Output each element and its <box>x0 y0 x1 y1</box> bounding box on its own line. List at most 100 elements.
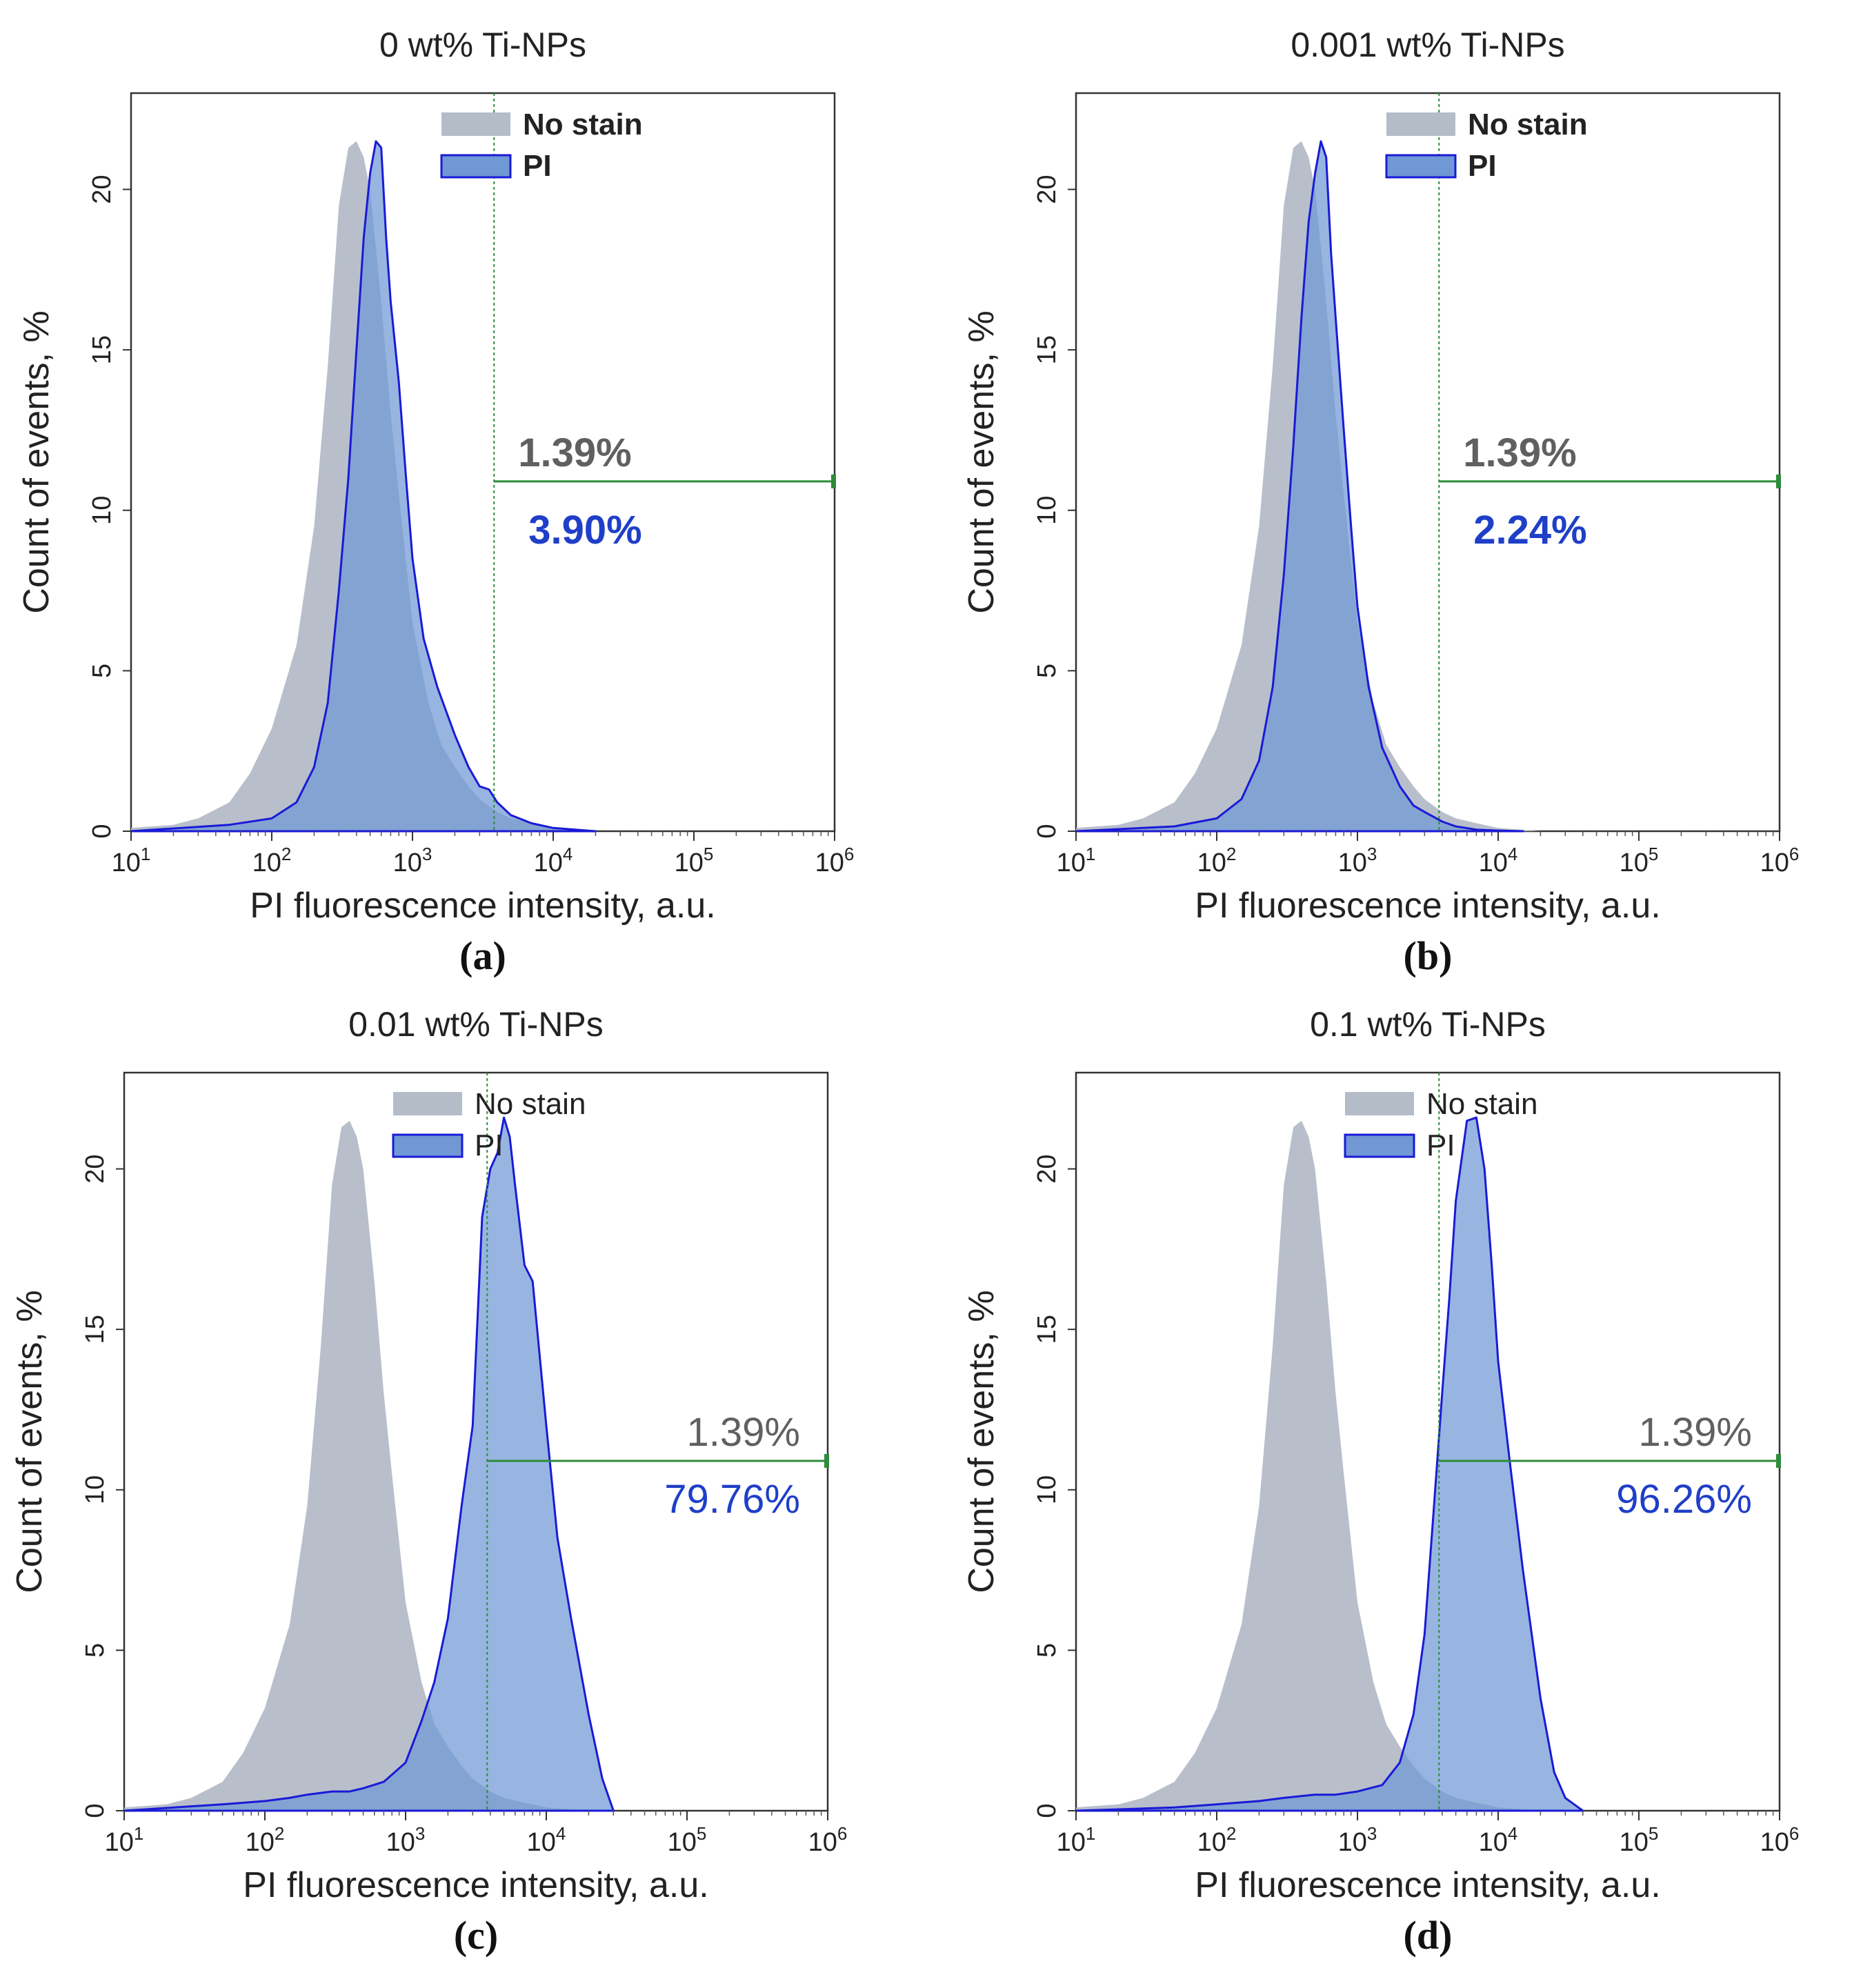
x-axis-label: PI fluorescence intensity, a.u. <box>243 1865 708 1905</box>
x-tick-label: 104 <box>1479 1823 1518 1857</box>
y-tick-label: 15 <box>81 1315 110 1344</box>
series-pi-area <box>1075 1116 1584 1812</box>
x-axis-label: PI fluorescence intensity, a.u. <box>1195 886 1660 926</box>
legend-label-nostain: No stain <box>475 1087 586 1121</box>
legend-swatch-pi <box>392 1133 464 1158</box>
legend-swatch-pi <box>1344 1133 1415 1158</box>
gate-percent-pi: 96.26% <box>1616 1477 1752 1522</box>
x-axis-label: PI fluorescence intensity, a.u. <box>250 886 715 926</box>
x-tick-label: 102 <box>1197 1823 1237 1857</box>
legend-label-pi: PI <box>1468 149 1497 183</box>
y-tick-label: 20 <box>1033 175 1062 203</box>
series-nostain-area <box>1076 1120 1541 1811</box>
x-axis-label: PI fluorescence intensity, a.u. <box>1195 1865 1660 1905</box>
x-tick-label: 104 <box>534 844 573 877</box>
y-tick-label: 5 <box>1033 664 1062 678</box>
x-tick-label: 105 <box>668 1823 707 1857</box>
legend-swatch-pi <box>1385 154 1457 179</box>
legend-label-nostain: No stain <box>523 108 643 141</box>
panel-letter: (b) <box>1404 933 1453 978</box>
legend-label-pi: PI <box>1426 1129 1455 1162</box>
panel-letter: (a) <box>459 933 506 978</box>
chart-svg: 0 wt% Ti-NPs 1.39% 3.90% No stain PI 0 5 10 15 20… <box>17 26 855 978</box>
gate-end-cap <box>1776 1453 1781 1468</box>
series-pi-area <box>1075 140 1524 833</box>
x-tick-label: 105 <box>675 844 714 877</box>
x-tick-label: 103 <box>1338 844 1377 877</box>
y-tick-label: 20 <box>1033 1154 1062 1183</box>
panel-letter: (d) <box>1404 1913 1453 1958</box>
x-tick-label: 103 <box>386 1823 426 1857</box>
y-tick-label: 15 <box>1033 1315 1062 1344</box>
x-tick-label: 105 <box>1620 844 1659 877</box>
x-tick-label: 101 <box>1057 844 1096 877</box>
y-tick-label: 10 <box>81 1475 110 1504</box>
y-tick-label: 15 <box>88 335 117 364</box>
y-tick-label: 10 <box>1033 496 1062 525</box>
chart-panel-d: 0.1 wt% Ti-NPs 1.39% 96.26% No stain PI 0 5 10 1… <box>952 980 1852 1959</box>
gate-percent-nostain: 1.39% <box>518 430 631 475</box>
y-axis-label: Count of events, % <box>962 310 1002 613</box>
y-tick-label: 10 <box>88 496 117 525</box>
chart-panel-a: 0 wt% Ti-NPs 1.39% 3.90% No stain PI 0 5 10 15 20… <box>7 0 931 980</box>
legend-swatch-pi <box>440 154 512 179</box>
chart-title: 0.01 wt% Ti-NPs <box>348 1005 604 1044</box>
legend-label-pi: PI <box>475 1129 504 1162</box>
chart-svg: 0.01 wt% Ti-NPs 1.39% 79.76% No stain PI 0 5 10… <box>10 1005 848 1958</box>
x-tick-label: 106 <box>1760 844 1800 877</box>
y-tick-label: 20 <box>88 175 117 203</box>
y-tick-label: 5 <box>1033 1643 1062 1658</box>
legend-swatch-nostain <box>393 1092 462 1115</box>
chart-panel-c: 0.01 wt% Ti-NPs 1.39% 79.76% No stain PI 0 5 10… <box>0 980 924 1959</box>
y-axis-label: Count of events, % <box>17 310 57 613</box>
x-tick-label: 102 <box>252 844 292 877</box>
y-tick-label: 20 <box>81 1154 110 1183</box>
x-tick-label: 101 <box>112 844 151 877</box>
x-tick-label: 102 <box>1197 844 1237 877</box>
y-tick-label: 0 <box>88 824 117 838</box>
gate-percent-nostain: 1.39% <box>1463 430 1576 475</box>
legend-label-pi: PI <box>523 149 552 183</box>
gate-end-cap <box>831 474 836 488</box>
chart-title: 0.001 wt% Ti-NPs <box>1291 26 1564 64</box>
x-tick-label: 106 <box>815 844 855 877</box>
gate-percent-pi: 2.24% <box>1473 508 1586 553</box>
x-tick-label: 105 <box>1620 1823 1659 1857</box>
x-tick-label: 101 <box>105 1823 144 1857</box>
gate-percent-pi: 79.76% <box>664 1477 800 1522</box>
chart-panel-b: 0.001 wt% Ti-NPs 1.39% 2.24% No stain PI 0 5 10… <box>952 0 1852 980</box>
x-tick-label: 103 <box>393 844 432 877</box>
x-tick-label: 106 <box>1760 1823 1800 1857</box>
x-tick-label: 101 <box>1057 1823 1096 1857</box>
plot-frame <box>130 92 836 833</box>
y-tick-label: 5 <box>88 664 117 678</box>
legend-label-nostain: No stain <box>1426 1087 1537 1121</box>
gate-percent-nostain: 1.39% <box>687 1410 800 1455</box>
chart-title: 0 wt% Ti-NPs <box>379 26 586 64</box>
series-nostain-area <box>124 1120 589 1811</box>
chart-svg: 0.001 wt% Ti-NPs 1.39% 2.24% No stain PI 0 5 10… <box>962 26 1800 978</box>
legend-swatch-nostain <box>441 112 510 136</box>
chart-title: 0.1 wt% Ti-NPs <box>1310 1005 1546 1044</box>
x-tick-label: 103 <box>1338 1823 1377 1857</box>
x-tick-label: 104 <box>1479 844 1518 877</box>
y-tick-label: 0 <box>81 1803 110 1818</box>
y-tick-label: 10 <box>1033 1475 1062 1504</box>
y-axis-label: Count of events, % <box>962 1290 1002 1593</box>
y-tick-label: 0 <box>1033 824 1062 838</box>
series-pi-area <box>130 140 597 833</box>
y-axis-label: Count of events, % <box>10 1290 50 1593</box>
gate-percent-pi: 3.90% <box>528 508 641 553</box>
x-tick-label: 106 <box>808 1823 848 1857</box>
gate-end-cap <box>1776 474 1781 488</box>
legend-swatch-nostain <box>1345 1092 1414 1115</box>
x-tick-label: 104 <box>527 1823 566 1857</box>
x-tick-label: 102 <box>246 1823 285 1857</box>
plot-frame <box>1075 92 1781 833</box>
y-tick-label: 0 <box>1033 1803 1062 1818</box>
gate-end-cap <box>824 1453 829 1468</box>
y-tick-label: 15 <box>1033 335 1062 364</box>
panel-letter: (c) <box>454 1913 498 1958</box>
gate-percent-nostain: 1.39% <box>1639 1410 1752 1455</box>
